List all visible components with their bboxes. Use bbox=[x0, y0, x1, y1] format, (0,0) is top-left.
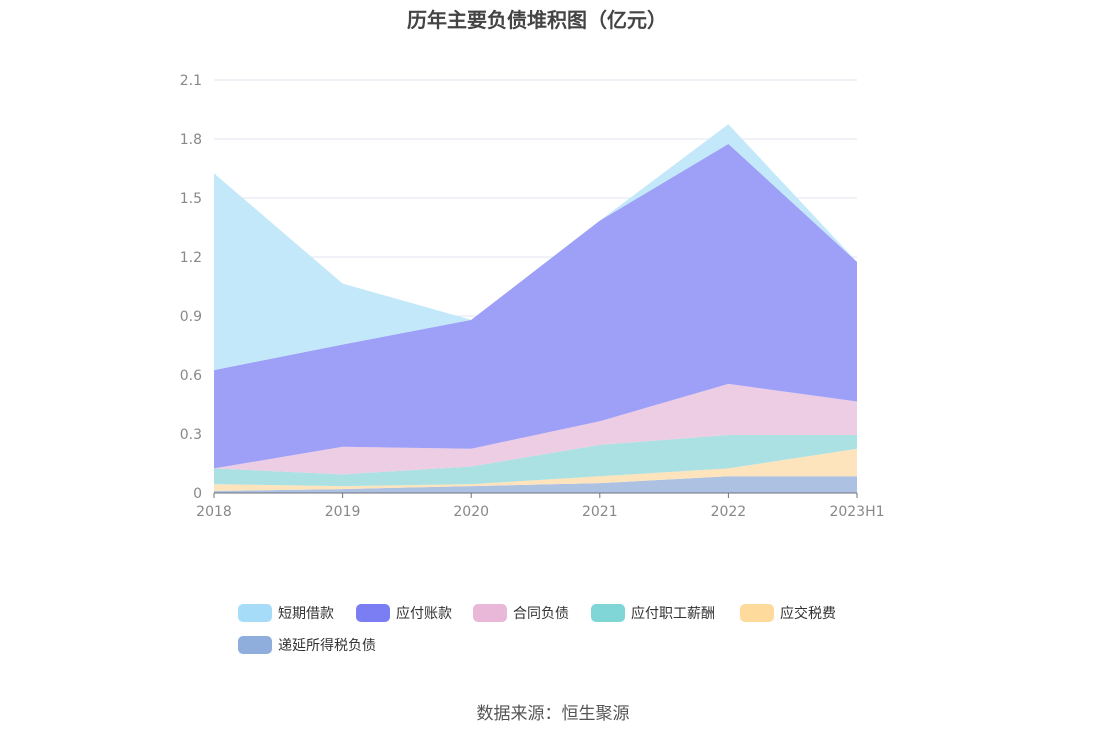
legend-item[interactable]: 应付职工薪酬 bbox=[591, 603, 715, 623]
legend-item[interactable]: 应交税费 bbox=[740, 603, 836, 623]
data-source: 数据来源：恒生聚源 bbox=[476, 704, 630, 724]
legend-label: 应付账款 bbox=[396, 606, 452, 622]
legend-item[interactable]: 应付账款 bbox=[356, 603, 452, 623]
y-tick-label: 0.9 bbox=[180, 309, 202, 325]
legend-swatch bbox=[591, 604, 625, 622]
area-应交税费 bbox=[214, 448, 857, 492]
legend-swatch bbox=[238, 604, 272, 622]
y-tick-label: 0.3 bbox=[180, 427, 202, 443]
legend-label: 短期借款 bbox=[278, 606, 334, 622]
y-tick-label: 1.2 bbox=[180, 250, 202, 266]
legend-item[interactable]: 递延所得税负债 bbox=[238, 635, 376, 655]
x-tick-label: 2018 bbox=[196, 504, 232, 520]
legend-swatch bbox=[238, 636, 272, 654]
y-tick-label: 0.6 bbox=[180, 368, 202, 384]
legend-label: 应付职工薪酬 bbox=[631, 606, 715, 622]
y-tick-label: 1.5 bbox=[180, 191, 202, 207]
x-tick-label: 2021 bbox=[582, 504, 618, 520]
x-tick-label: 2019 bbox=[325, 504, 361, 520]
legend-label: 合同负债 bbox=[513, 606, 569, 622]
legend-swatch bbox=[356, 604, 390, 622]
chart-title: 历年主要负债堆积图（亿元） bbox=[407, 8, 667, 32]
legend-item[interactable]: 合同负债 bbox=[473, 603, 569, 623]
x-tick-label: 2023H1 bbox=[829, 504, 884, 520]
y-tick-label: 0 bbox=[193, 486, 202, 502]
y-tick-label: 2.1 bbox=[180, 73, 202, 89]
x-tick-label: 2020 bbox=[453, 504, 489, 520]
y-tick-label: 1.8 bbox=[180, 132, 202, 148]
area-应付账款 bbox=[214, 143, 857, 469]
legend-label: 应交税费 bbox=[780, 606, 836, 622]
legend-item[interactable]: 短期借款 bbox=[238, 603, 334, 623]
legend-label: 递延所得税负债 bbox=[278, 638, 376, 654]
area-应付职工薪酬 bbox=[214, 434, 857, 487]
legend-swatch bbox=[473, 604, 507, 622]
area-短期借款 bbox=[214, 124, 857, 371]
x-tick-label: 2022 bbox=[711, 504, 747, 520]
area-合同负债 bbox=[214, 383, 857, 475]
legend-swatch bbox=[740, 604, 774, 622]
